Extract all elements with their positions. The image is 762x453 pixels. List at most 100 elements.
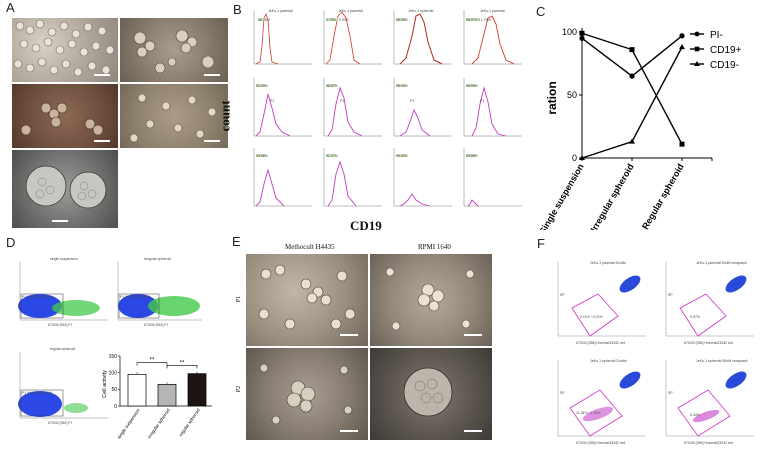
gate-text-2: P1 65.77% (1.86%) [120,295,150,299]
sp-pct-2: 0.97% [690,315,700,319]
bar-category-label: single suspension [116,407,141,440]
micrograph-rpmi-p1 [370,254,492,346]
histogram-r3-c4: 99.88% [463,148,522,207]
header-r1-c2: JeKo-1 parental [338,9,363,13]
legend-marker [694,61,700,66]
bar-1 [157,383,177,407]
data-point [629,73,635,79]
panel-c-chart: ration 0 50 100 Single suspension Irregular … [537,27,742,230]
scatter-single-suspension: single suspension P1 96.22% (6.46%) 670/… [18,257,108,327]
scale-bar [464,430,482,432]
histogram-r1-c2: 0.79% / 0.33% JeKo-1 parental [323,9,382,65]
y-tick-label: 100 [562,27,577,37]
micrograph-methocult-p1 [246,254,368,346]
data-point [579,35,585,41]
data-point [629,47,635,53]
y-tick-label: 0 [572,153,577,163]
gate-text-3: P1 96.25% (0.78%) [22,391,52,395]
bar-category-label: regular spheroid [178,407,201,437]
legend-marker [694,31,700,37]
gate-r2-c3: P1 [410,99,414,103]
cells-pattern [258,264,356,330]
series-line-PI- [581,35,683,77]
bar-0 [127,373,147,407]
scale-bar [464,334,482,336]
pct-r3-c4: 99.88% [466,154,478,158]
scale-bar [340,430,358,432]
scatter-title-2: irregular spheroid [144,257,171,261]
x-tick-label: Irregular spheroid [589,162,636,230]
scale-bar [204,140,220,142]
pct-r1-c1: 96.74% [258,18,270,22]
pct-r2-c1: 99.00% [256,84,268,88]
bar-2 [187,373,207,407]
histogram-r2-c2: 98.67% P1 [323,78,382,137]
sp-gate-name-3: SP [560,391,565,395]
spheroid-pattern [25,165,107,209]
sp-title-4: JeKo-1 spheroid 50nM verapamil [696,359,748,363]
significance-bracket [166,365,198,369]
x-axis-1: 670/30 [561] PI [48,323,72,327]
scatter-title-1: single suspension [50,257,78,261]
sp-plot-1: JeKo-1 parental Doxilin SP 0.11% / 0.01%… [557,261,646,345]
col-header-methocult: Methocult H4435 [285,243,335,251]
col-header-rpmi: RPMI 1640 [418,243,451,251]
pct-r2-c3: 98.00% [396,84,408,88]
sp-gate-name-2: SP [668,293,673,297]
scale-bar [340,334,358,336]
pct-r1-c4: 98.97% / 1.79% [466,18,491,22]
bar-y-tick-label: 150 [109,354,118,360]
histogram-r3-c3: 99.00% [393,148,452,207]
data-point [579,30,585,36]
micrograph-spheroid-early [120,18,228,82]
scatter-irregular-spheroid: irregular spheroid P1 65.77% (1.86%) 670… [117,257,202,327]
sp-title-3: JeKo-1 spheroid Doxilin [590,359,627,363]
chart-legend: PI- CD19+ CD19- [690,30,742,71]
gate-r2-c2: P1 [340,99,344,103]
sp-title-1: JeKo-1 parental Doxilin [590,261,626,265]
header-r1-c3: JeKo-1 spheroid [408,9,434,13]
x-tick-label: Regular spheroid [640,162,686,230]
bar-y-tick-label: 100 [109,370,118,376]
sp-xaxis-1: 670/30 [355] Hoechst33342 red [576,341,625,345]
x-axis-2: 670/30 [561] PI [144,323,168,327]
bar-chart-plot: 0 50 100 150 single suspension irregular sphe… [109,354,212,440]
header-r1-c1: JeKo-1 parental [268,9,293,13]
chart-y-axis-label: ration [545,81,559,114]
sp-xaxis-4: 670/30 [355] Hoechst33342 red [684,441,733,445]
sp-gate-name-1: SP [560,293,565,297]
histogram-r3-c1: 99.66% [253,148,312,207]
scale-bar [204,74,220,76]
pct-r3-c3: 99.00% [396,154,408,158]
sp-pct-4: 0.44% [690,413,700,417]
legend-label: PI- [710,30,723,41]
panel-label-f: F [537,236,545,251]
cells-pattern [133,29,215,74]
cells-pattern [129,93,217,143]
panel-label-a: A [6,0,15,15]
scatter-title-3: regular spheroid [50,347,75,351]
sp-xaxis-2: 670/30 [355] Hoechst33342 red [684,341,733,345]
bar-category-label: irregular spheroid [147,407,171,439]
histogram-r3-c2: 92.27% [323,148,382,207]
x-axis-3: 670/30 [561] PI [48,421,72,425]
sp-pct-3: 11.34% / 1.31% [576,411,600,415]
scale-bar [94,140,110,142]
panel-b-x-axis-label: CD19 [350,218,382,233]
histogram-r1-c3: 98.99% JeKo-1 spheroid [393,9,452,65]
x-tick-label: Single suspension [537,162,585,230]
sp-pct-1: 0.11% / 0.01% [580,315,603,319]
significance-label: ** [180,360,185,366]
sp-plot-2: JeKo-1 parental 50nM verapamil SP 0.97% … [665,261,754,345]
significance-label: ** [150,358,155,364]
header-r1-c4: JeKo-1 parental [480,9,505,13]
pct-r3-c2: 92.27% [326,154,338,158]
sp-xaxis-3: 670/30 [355] Hoechst33342 red [576,441,625,445]
cells-pattern [20,102,104,136]
gate-r2-c4: P1 [480,99,484,103]
histogram-r2-c4: 98.99% P1 [463,78,522,137]
legend-label: CD19- [710,60,739,71]
side-population-plots: JeKo-1 parental Doxilin SP 0.11% / 0.01%… [557,261,754,445]
pct-r3-c1: 99.66% [256,154,268,158]
panel-label-b: B [233,2,242,17]
